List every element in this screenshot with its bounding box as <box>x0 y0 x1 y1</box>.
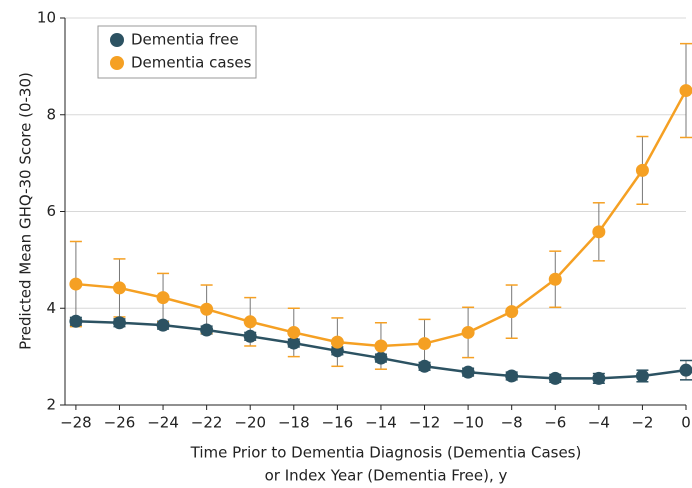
x-tick-label: −14 <box>365 414 397 432</box>
data-point <box>548 272 562 286</box>
x-tick-label: −28 <box>60 414 92 432</box>
x-tick-label: −12 <box>409 414 441 432</box>
legend-marker <box>110 33 124 47</box>
legend-box <box>97 25 257 79</box>
data-point <box>505 305 519 319</box>
data-point <box>200 323 214 337</box>
data-point <box>679 363 692 377</box>
x-axis-label: or Index Year (Dementia Free), y <box>265 467 508 485</box>
x-tick-label: −20 <box>234 414 266 432</box>
x-tick-label: −24 <box>147 414 179 432</box>
data-point <box>374 339 388 353</box>
data-point <box>679 84 692 98</box>
x-tick-label: 0 <box>681 414 691 432</box>
x-tick-label: −2 <box>631 414 653 432</box>
data-point <box>156 291 170 305</box>
data-point <box>635 369 649 383</box>
y-tick-label: 10 <box>37 9 56 27</box>
x-tick-label: −22 <box>191 414 223 432</box>
data-point <box>287 336 301 350</box>
y-tick-label: 8 <box>46 105 56 123</box>
x-tick-label: −8 <box>501 414 523 432</box>
data-point <box>592 371 606 385</box>
data-point <box>461 325 475 339</box>
data-point <box>69 277 83 291</box>
series-line <box>75 89 688 348</box>
x-tick-label: −18 <box>278 414 310 432</box>
data-point <box>69 314 83 328</box>
x-tick-label: −6 <box>544 414 566 432</box>
legend-label: Dementia free <box>131 31 239 49</box>
data-point <box>330 335 344 349</box>
x-tick-label: −16 <box>322 414 354 432</box>
y-tick-label: 2 <box>46 396 56 414</box>
data-point <box>200 302 214 316</box>
legend-label: Dementia cases <box>131 54 252 72</box>
data-point <box>112 281 126 295</box>
data-point <box>418 337 432 351</box>
data-point <box>635 163 649 177</box>
y-axis-label: Predicted Mean GHQ-30 Score (0-30) <box>17 72 35 350</box>
data-point <box>287 325 301 339</box>
data-point <box>548 371 562 385</box>
data-point <box>461 365 475 379</box>
data-point <box>243 315 257 329</box>
data-point <box>374 351 388 365</box>
x-axis-label: Time Prior to Dementia Diagnosis (Dement… <box>190 444 582 462</box>
x-tick-label: −26 <box>104 414 136 432</box>
y-tick-label: 4 <box>46 299 56 317</box>
data-point <box>592 225 606 239</box>
data-point <box>156 318 170 332</box>
data-point <box>418 359 432 373</box>
y-tick-label: 6 <box>46 202 56 220</box>
legend-marker <box>110 56 124 70</box>
x-tick-label: −10 <box>452 414 484 432</box>
data-point <box>112 316 126 330</box>
x-tick-label: −4 <box>588 414 610 432</box>
data-point <box>243 329 257 343</box>
data-point <box>505 369 519 383</box>
